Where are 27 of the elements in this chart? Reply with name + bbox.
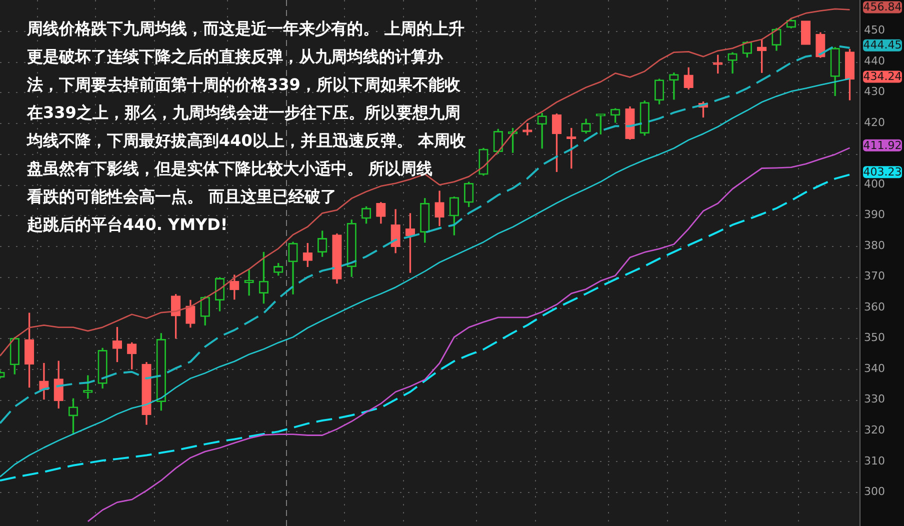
candlestick: [669, 72, 679, 100]
y-tick-label: 340: [864, 362, 885, 375]
y-tick-label: 320: [864, 424, 885, 437]
annotation: 看跌的可能性会高一点。 而且这里已经破了: [27, 186, 338, 208]
y-tick-label: 360: [864, 300, 885, 314]
y-tick-label: 310: [864, 454, 885, 468]
y-tick-label: 420: [864, 116, 885, 129]
data-label: 444.45: [863, 38, 902, 52]
annotation: 起跳后的平台440. YMYD!: [27, 214, 229, 236]
y-tick-label: 440: [864, 54, 885, 68]
candlestick: [522, 123, 532, 136]
annotation: 周线价格跌下九周均线，而这是近一年来少有的。 上周的上升更是破坏了连续下降之后的直接反弹，从九周均线的计算办法，下周要去掉前面第十周的价格339，所以下周如果不能收在339之上，那么，九周均线会进一步往下压。所以要想九周均线不降，下周最好拔高到440以上，并且迅速反弹。 本周收盘虽然有下影线，但是实体下降比较大小适中。 所以周线: [27, 18, 467, 180]
data-label: 411.92: [863, 138, 902, 152]
y-tick-label: 350: [864, 331, 885, 344]
data-label: 403.23: [863, 165, 902, 178]
candlestick: [800, 20, 811, 45]
text: 434.24: [863, 70, 902, 84]
y-tick-label: 330: [864, 392, 885, 406]
y-tick-label: 300: [864, 485, 885, 498]
data-label: 456.84: [863, 0, 902, 14]
y-tick-label: 370: [864, 270, 885, 283]
y-tick-label: 400: [864, 177, 885, 190]
y-tick-label: 390: [864, 208, 885, 222]
y-tick-label: 430: [864, 85, 885, 98]
y-tick-label: 450: [864, 24, 885, 37]
y-tick-label: 380: [864, 238, 885, 252]
candlestick: [244, 270, 254, 296]
